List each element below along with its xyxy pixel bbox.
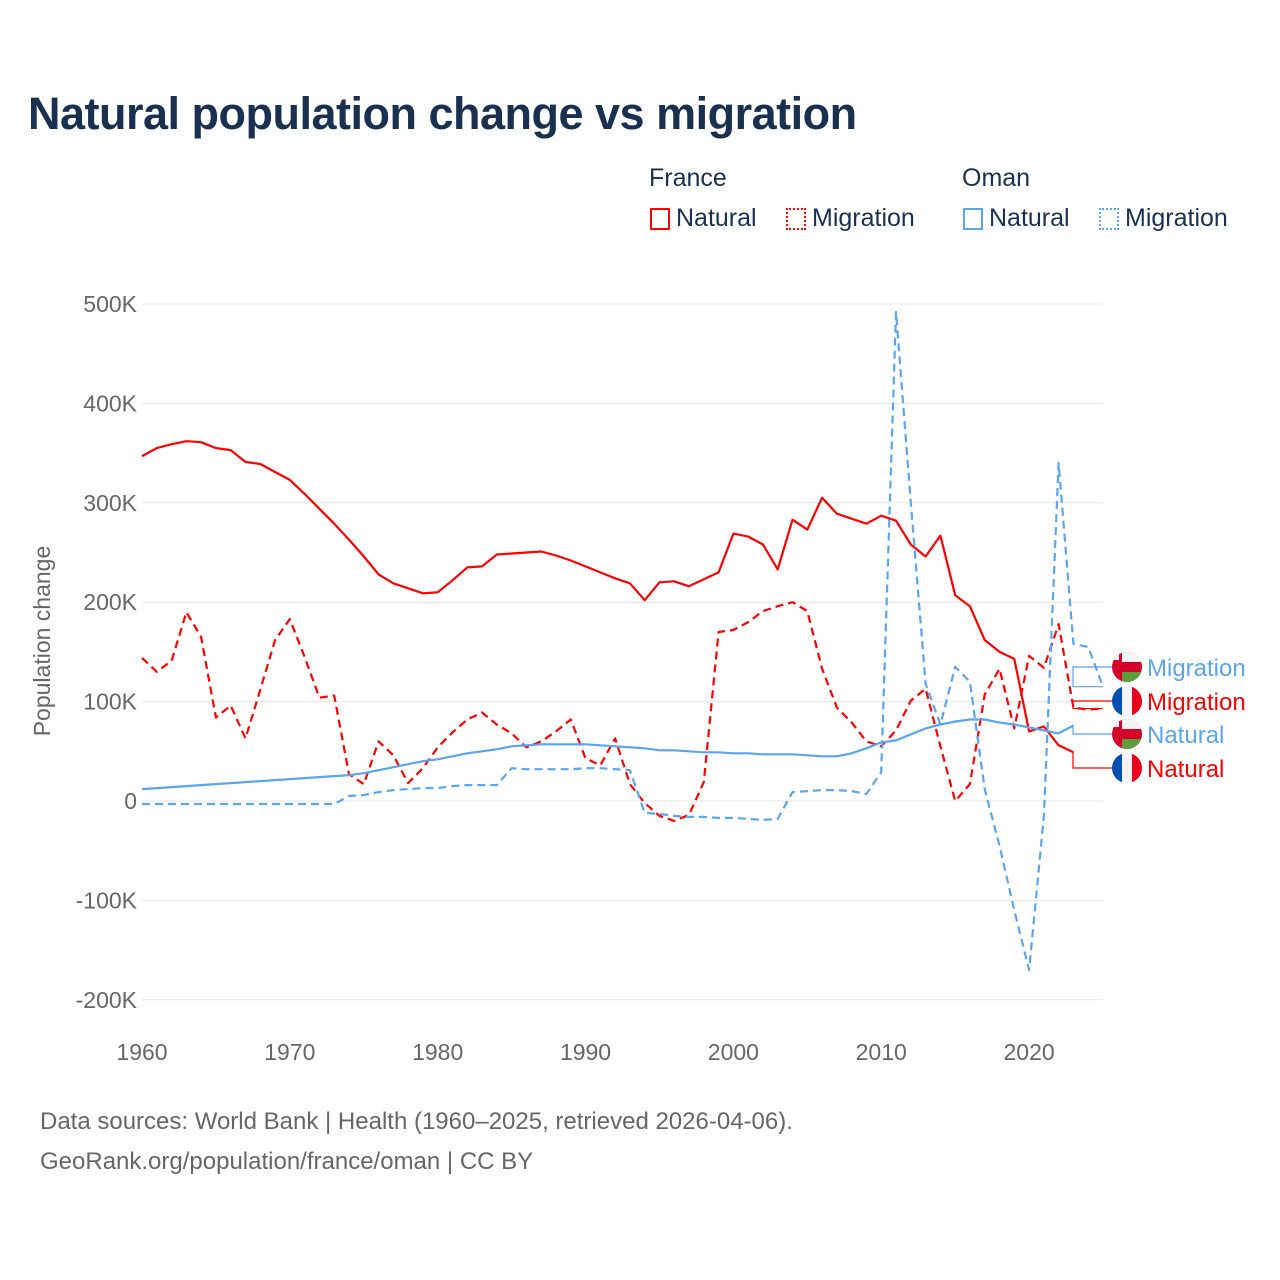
y-axis-title: Population change: [29, 546, 55, 737]
legend-france-natural[interactable]: Natural: [650, 204, 757, 233]
series-line-france-migration: [141, 601, 1104, 822]
y-tick-label: 100K: [83, 689, 137, 715]
legend-swatch-solid-icon: [963, 207, 983, 230]
x-tick-label: 2020: [1003, 1039, 1054, 1065]
legend-france-migration[interactable]: Migration: [786, 204, 915, 233]
footer-attribution: GeoRank.org/population/france/oman | CC …: [40, 1148, 534, 1175]
end-label: Migration: [1147, 655, 1246, 682]
x-tick-label: 1970: [264, 1039, 315, 1065]
legend-swatch-dotted-icon: [786, 207, 806, 230]
legend-group-oman: Oman: [962, 164, 1031, 192]
series-line-france-natural: [141, 440, 1074, 754]
france-flag-icon: [1112, 686, 1142, 716]
end-label-connector: [1072, 751, 1113, 769]
footer-sources: Data sources: World Bank | Health (1960–…: [40, 1108, 793, 1135]
legend-label: Natural: [676, 204, 757, 232]
legend-label: Natural: [989, 204, 1070, 232]
x-tick-label: 1980: [412, 1039, 463, 1065]
x-tick-label: 2010: [856, 1039, 907, 1065]
series-line-oman-migration: [142, 310, 1105, 972]
end-label: Migration: [1147, 689, 1246, 716]
end-label: Natural: [1147, 722, 1224, 749]
legend-label: Migration: [812, 204, 915, 232]
y-tick-label: 300K: [83, 490, 137, 516]
x-tick-label: 2000: [708, 1039, 759, 1065]
series-line-oman-natural: [141, 718, 1074, 791]
france-flag-icon: [1112, 753, 1142, 783]
y-tick-label: 500K: [83, 291, 137, 317]
legend-swatch-solid-icon: [650, 207, 670, 230]
end-label-connector: [1072, 724, 1113, 735]
legend-swatch-dotted-icon: [1099, 207, 1119, 230]
end-label-connector: [1072, 666, 1113, 688]
y-tick-label: 400K: [83, 390, 137, 416]
y-tick-label: 200K: [83, 589, 137, 615]
y-tick-label: -100K: [76, 887, 138, 913]
end-label: Natural: [1147, 756, 1224, 783]
oman-flag-icon: [1112, 719, 1142, 749]
legend-oman-natural[interactable]: Natural: [963, 204, 1070, 233]
legend-group-france: France: [649, 164, 727, 192]
end-label-connector: [1072, 700, 1113, 710]
legend-oman-migration[interactable]: Migration: [1099, 204, 1228, 233]
x-tick-label: 1990: [560, 1039, 611, 1065]
x-tick-label: 1960: [116, 1039, 167, 1065]
y-tick-label: 0: [124, 788, 137, 814]
legend-label: Migration: [1125, 204, 1228, 232]
chart-title: Natural population change vs migration: [28, 88, 857, 139]
oman-flag-icon: [1112, 652, 1142, 682]
y-tick-label: -200K: [76, 987, 138, 1013]
